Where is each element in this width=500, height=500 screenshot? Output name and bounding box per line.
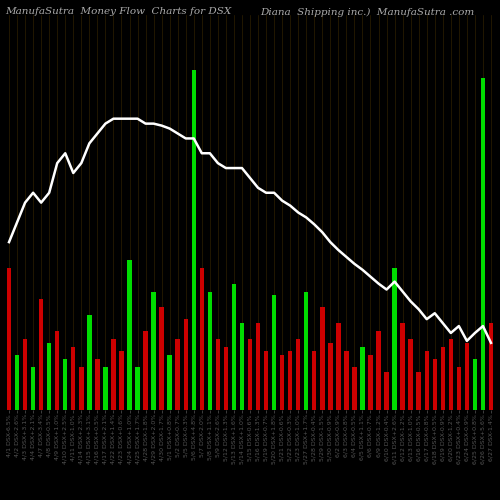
Bar — [320, 308, 324, 410]
Bar — [208, 292, 212, 410]
Bar — [344, 351, 348, 410]
Bar — [328, 343, 332, 410]
Bar — [264, 351, 268, 410]
Bar — [23, 339, 28, 410]
Bar — [376, 331, 380, 410]
Bar — [248, 339, 252, 410]
Bar — [184, 319, 188, 410]
Bar — [63, 358, 68, 410]
Text: Diana  Shipping inc.)  ManufaSutra .com: Diana Shipping inc.) ManufaSutra .com — [260, 8, 474, 16]
Bar — [136, 366, 140, 410]
Text: ManufaSutra  Money Flow  Charts for DSX: ManufaSutra Money Flow Charts for DSX — [5, 8, 231, 16]
Bar — [400, 323, 405, 410]
Bar — [440, 347, 445, 410]
Bar — [408, 339, 413, 410]
Bar — [352, 366, 356, 410]
Bar — [120, 351, 124, 410]
Bar — [47, 343, 52, 410]
Bar — [392, 268, 397, 410]
Bar — [111, 339, 116, 410]
Bar — [368, 354, 372, 410]
Bar — [256, 323, 260, 410]
Bar — [87, 315, 92, 410]
Bar — [296, 339, 300, 410]
Bar — [128, 260, 132, 410]
Bar — [280, 354, 284, 410]
Bar — [144, 331, 148, 410]
Bar — [216, 339, 220, 410]
Bar — [360, 347, 364, 410]
Bar — [200, 268, 204, 410]
Bar — [312, 351, 316, 410]
Bar — [424, 351, 429, 410]
Bar — [384, 372, 389, 410]
Bar — [232, 284, 236, 410]
Bar — [103, 366, 108, 410]
Bar — [336, 323, 340, 410]
Bar — [160, 308, 164, 410]
Bar — [304, 292, 308, 410]
Bar — [79, 366, 84, 410]
Bar — [55, 331, 60, 410]
Bar — [288, 351, 292, 410]
Bar — [480, 78, 485, 410]
Bar — [432, 358, 437, 410]
Bar — [7, 268, 11, 410]
Bar — [95, 358, 100, 410]
Bar — [472, 358, 477, 410]
Bar — [448, 339, 453, 410]
Bar — [464, 343, 469, 410]
Bar — [71, 347, 76, 410]
Bar — [192, 70, 196, 410]
Bar — [416, 372, 421, 410]
Bar — [152, 292, 156, 410]
Bar — [31, 366, 36, 410]
Bar — [240, 323, 244, 410]
Bar — [176, 339, 180, 410]
Bar — [39, 300, 44, 410]
Bar — [456, 366, 461, 410]
Bar — [15, 354, 20, 410]
Bar — [272, 296, 276, 410]
Bar — [168, 354, 172, 410]
Bar — [224, 347, 228, 410]
Bar — [489, 323, 493, 410]
